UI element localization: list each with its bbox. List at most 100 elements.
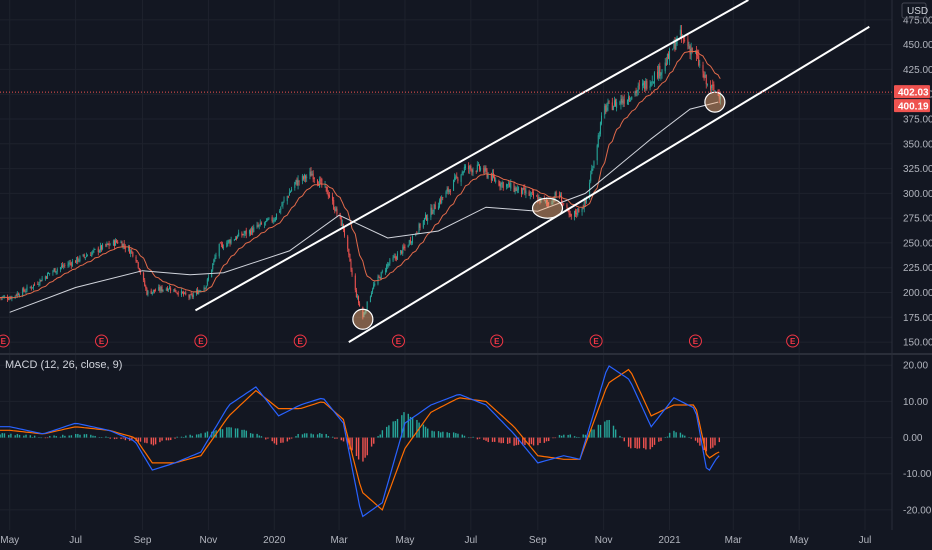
candle-body xyxy=(582,208,584,210)
time-tick-label: Sep xyxy=(529,535,547,546)
macd-histogram-bar xyxy=(532,437,535,446)
candle-body xyxy=(674,40,676,51)
candle-body xyxy=(631,96,633,100)
candle-body xyxy=(437,206,439,210)
candle-body xyxy=(265,221,267,223)
macd-histogram-bar xyxy=(271,437,273,442)
candle-body xyxy=(642,83,644,86)
earnings-marker[interactable]: E xyxy=(391,334,405,348)
candle-body xyxy=(279,210,281,213)
candle-body xyxy=(230,239,232,244)
candle-body xyxy=(244,231,246,234)
candle-body xyxy=(659,65,661,76)
candle-body xyxy=(228,240,230,242)
candle-body xyxy=(306,176,308,178)
macd-histogram-bar xyxy=(463,435,466,438)
candle-body xyxy=(714,90,716,92)
candle-body xyxy=(711,84,713,89)
macd-tick-label: -20.00 xyxy=(903,505,932,516)
candle-body xyxy=(469,165,471,170)
earnings-marker[interactable]: E xyxy=(293,334,307,348)
macd-histogram-bar xyxy=(690,437,692,439)
candle-body xyxy=(440,199,442,203)
candle-body xyxy=(281,205,283,207)
currency-label[interactable]: USD xyxy=(907,6,928,17)
time-tick-label: May xyxy=(0,535,19,546)
candle-body xyxy=(433,203,435,212)
candle-body xyxy=(630,100,632,101)
candle-body xyxy=(359,303,361,307)
earnings-marker[interactable]: E xyxy=(490,334,504,348)
earnings-marker-circle xyxy=(293,334,307,348)
macd-histogram-bar xyxy=(498,437,500,443)
macd-histogram-bar xyxy=(455,433,457,438)
candle-body xyxy=(282,201,284,206)
candle-body xyxy=(679,29,681,36)
candle-body xyxy=(644,81,646,90)
candle-body xyxy=(468,166,470,170)
candle-body xyxy=(97,248,99,253)
macd-indicator-title[interactable]: MACD (12, 26, close, 9) xyxy=(5,359,122,371)
earnings-marker[interactable]: E xyxy=(0,334,10,348)
candle-body xyxy=(403,246,405,248)
channel-upper-line[interactable] xyxy=(194,0,749,312)
price-tick-label: 300.00 xyxy=(903,189,932,200)
candle-body xyxy=(347,236,349,249)
earnings-marker[interactable]: E xyxy=(95,334,109,348)
channel-lower-line[interactable] xyxy=(348,25,870,343)
price-tick-label: 375.00 xyxy=(903,114,932,125)
candle-body xyxy=(585,197,587,203)
macd-histogram-bar xyxy=(524,437,526,446)
earnings-marker[interactable]: E xyxy=(589,334,603,348)
highlight-circle[interactable] xyxy=(704,91,726,113)
macd-histogram-bar xyxy=(31,437,34,438)
highlight-circle[interactable] xyxy=(531,197,564,219)
candle-body xyxy=(559,194,561,197)
candle-body xyxy=(288,192,290,196)
macd-pane[interactable] xyxy=(0,365,721,518)
macd-histogram-bar xyxy=(630,437,632,449)
candle-body xyxy=(17,293,19,296)
macd-histogram-bar xyxy=(33,435,36,438)
candle-body xyxy=(362,306,364,318)
macd-histogram-bar xyxy=(651,437,654,448)
candle-body xyxy=(434,204,436,210)
candle-body xyxy=(584,200,586,204)
macd-histogram-bar xyxy=(180,436,183,438)
candle-body xyxy=(380,272,382,280)
earnings-marker[interactable]: E xyxy=(786,334,800,348)
macd-histogram-bar xyxy=(427,428,429,438)
earnings-marker-label: E xyxy=(494,337,500,346)
candle-body xyxy=(531,191,533,193)
candle-body xyxy=(54,268,56,273)
macd-histogram-bar xyxy=(599,424,602,438)
candle-body xyxy=(401,250,403,254)
macd-histogram-bar xyxy=(431,430,433,438)
macd-histogram-bar xyxy=(614,429,617,438)
candle-body xyxy=(516,188,518,192)
candle-body xyxy=(712,84,714,86)
candle-body xyxy=(418,223,420,233)
macd-histogram-bar xyxy=(10,433,12,438)
candle-body xyxy=(386,265,388,272)
macd-histogram-bar xyxy=(275,437,278,445)
macd-histogram-bar xyxy=(306,433,308,438)
earnings-marker[interactable]: E xyxy=(688,334,702,348)
candle-body xyxy=(328,195,330,198)
earnings-marker[interactable]: E xyxy=(194,334,208,348)
candle-body xyxy=(628,96,630,102)
candle-body xyxy=(34,283,36,285)
macd-histogram-bar xyxy=(273,437,276,444)
candle-body xyxy=(335,207,337,212)
macd-histogram-bar xyxy=(621,437,623,439)
macd-histogram-bar xyxy=(200,433,202,438)
candle-body xyxy=(304,174,306,179)
earnings-marker-circle xyxy=(688,334,702,348)
candle-body xyxy=(576,212,578,215)
highlight-circle[interactable] xyxy=(352,308,374,330)
macd-histogram-bar xyxy=(623,437,625,442)
price-tick-label: 450.00 xyxy=(903,40,932,51)
candle-body xyxy=(116,240,118,243)
